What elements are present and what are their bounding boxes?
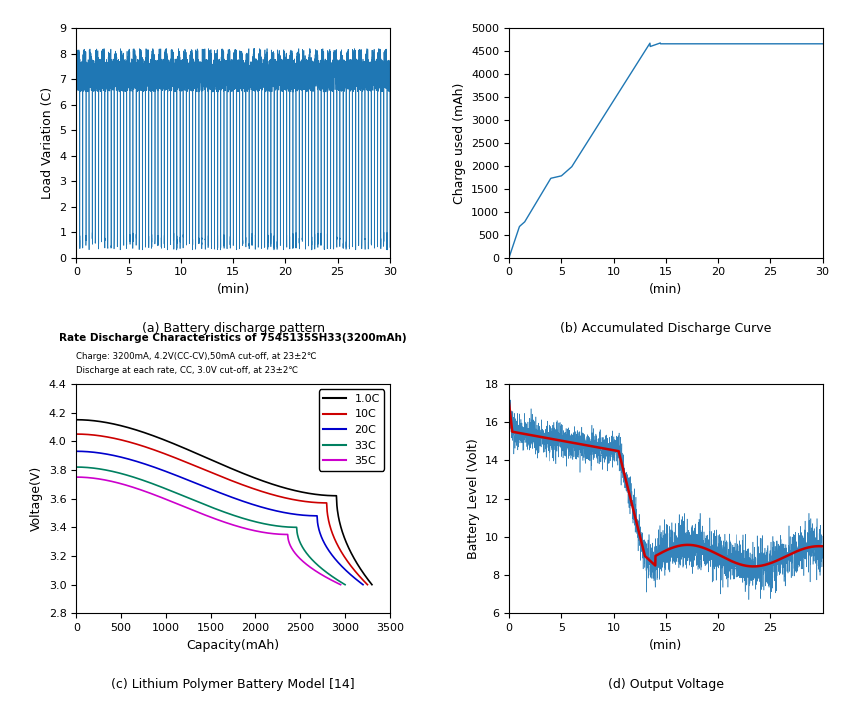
33C xyxy=(274,522,284,530)
X-axis label: (min): (min) xyxy=(216,283,249,296)
Text: (b) Accumulated Discharge Curve: (b) Accumulated Discharge Curve xyxy=(560,322,772,335)
Text: Charge: 3200mA, 4.2V(CC-CV),50mA cut-off, at 23±2℃: Charge: 3200mA, 4.2V(CC-CV),50mA cut-off… xyxy=(76,352,317,361)
Y-axis label: Charge used (mAh): Charge used (mAh) xyxy=(453,82,466,204)
33C xyxy=(119,470,129,479)
33C xyxy=(140,477,150,485)
Text: (c) Lithium Polymer Battery Model [14]: (c) Lithium Polymer Battery Model [14] xyxy=(111,678,355,691)
20C xyxy=(201,483,211,491)
10C xyxy=(291,496,301,504)
Text: (d) Output Voltage: (d) Output Voltage xyxy=(608,678,724,691)
1.0C xyxy=(367,580,377,589)
35C xyxy=(191,507,201,515)
20C xyxy=(358,580,368,589)
20C xyxy=(263,505,273,513)
1.0C xyxy=(205,455,215,464)
35C xyxy=(71,473,81,482)
10C xyxy=(123,437,133,446)
Line: 10C: 10C xyxy=(76,434,367,584)
10C xyxy=(203,467,213,475)
Y-axis label: Battery Level (Volt): Battery Level (Volt) xyxy=(466,439,480,559)
20C xyxy=(240,498,250,506)
1.0C xyxy=(245,472,255,481)
Y-axis label: Voltage(V): Voltage(V) xyxy=(31,466,43,532)
X-axis label: (min): (min) xyxy=(650,639,683,651)
10C xyxy=(146,445,156,453)
1.0C xyxy=(71,415,81,424)
33C xyxy=(192,498,203,506)
33C xyxy=(71,463,81,472)
1.0C xyxy=(269,480,279,489)
Y-axis label: Load Variation (C): Load Variation (C) xyxy=(41,87,54,199)
Text: Rate Discharge Characteristics of 7545135SH33(3200mAh): Rate Discharge Characteristics of 754513… xyxy=(59,333,407,343)
10C xyxy=(265,490,276,498)
20C xyxy=(71,447,81,455)
35C xyxy=(118,480,128,489)
Line: 1.0C: 1.0C xyxy=(76,419,372,584)
X-axis label: (min): (min) xyxy=(650,283,683,296)
35C xyxy=(227,520,237,529)
35C xyxy=(139,487,149,496)
Text: (a) Battery discharge pattern: (a) Battery discharge pattern xyxy=(142,322,325,335)
10C xyxy=(243,482,253,491)
20C xyxy=(145,462,155,470)
1.0C xyxy=(293,487,304,496)
Text: Discharge at each rate, CC, 3.0V cut-off, at 23±2℃: Discharge at each rate, CC, 3.0V cut-off… xyxy=(76,366,298,374)
10C xyxy=(362,580,372,589)
Line: 33C: 33C xyxy=(76,467,345,584)
Line: 35C: 35C xyxy=(76,477,341,584)
35C xyxy=(336,580,346,589)
Line: 20C: 20C xyxy=(76,451,363,584)
35C xyxy=(271,529,281,538)
35C xyxy=(248,526,258,534)
Legend: 1.0C, 10C, 20C, 33C, 35C: 1.0C, 10C, 20C, 33C, 35C xyxy=(319,389,384,470)
20C xyxy=(122,455,132,463)
33C xyxy=(340,580,350,589)
1.0C xyxy=(124,424,134,432)
33C xyxy=(251,517,261,526)
1.0C xyxy=(148,431,158,440)
20C xyxy=(287,510,298,518)
10C xyxy=(71,430,81,439)
X-axis label: Capacity(mAh): Capacity(mAh) xyxy=(187,639,280,651)
33C xyxy=(230,511,240,520)
